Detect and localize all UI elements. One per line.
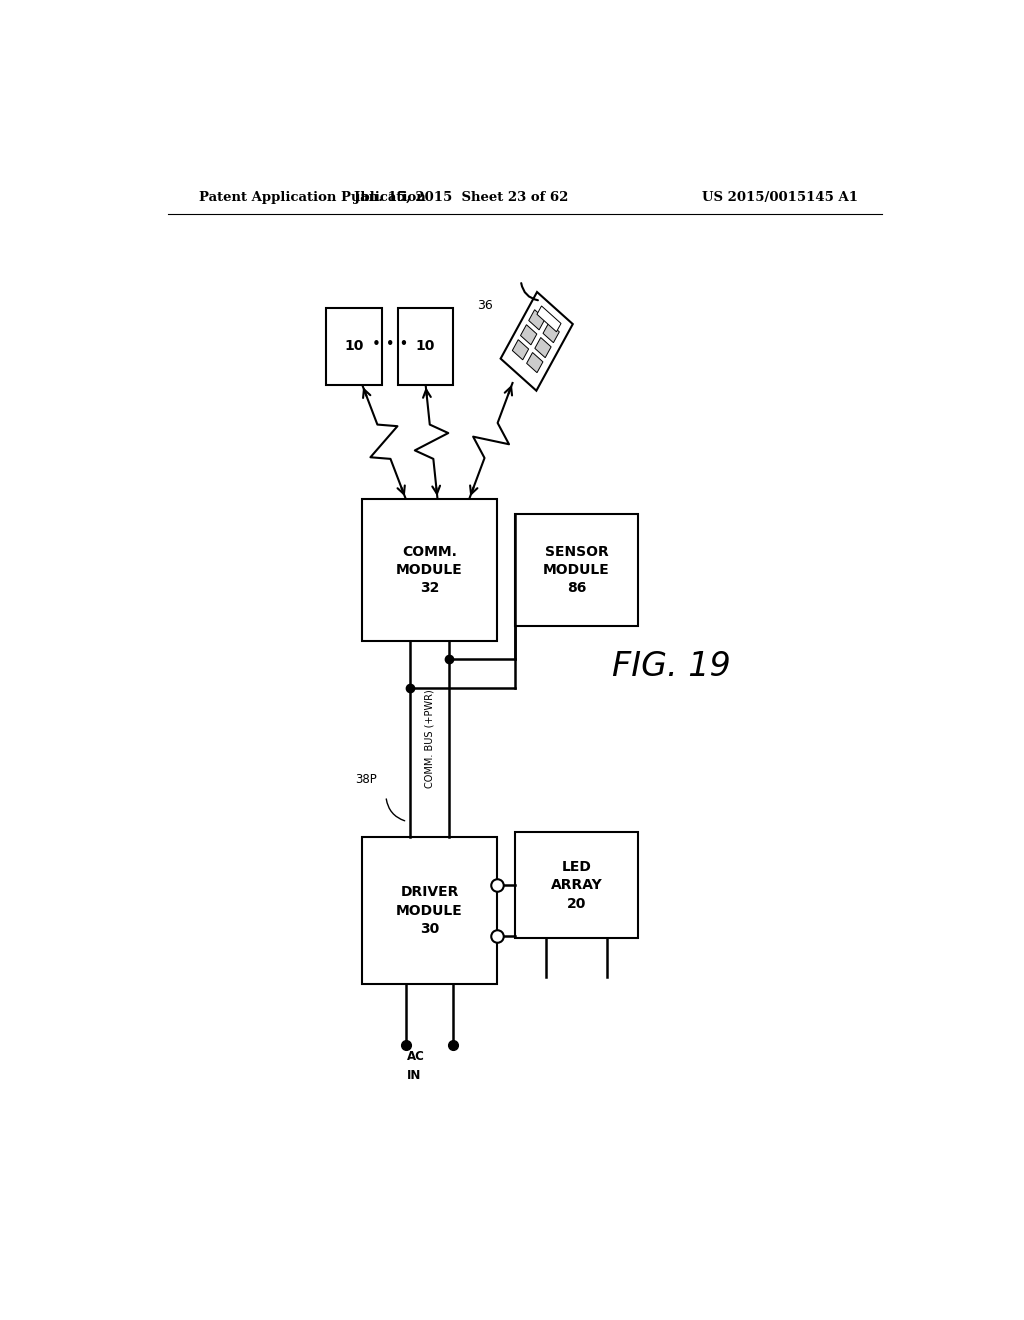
- Bar: [397, 309, 454, 384]
- Text: LED
ARRAY
20: LED ARRAY 20: [551, 859, 602, 911]
- Text: Jan. 15, 2015  Sheet 23 of 62: Jan. 15, 2015 Sheet 23 of 62: [354, 190, 568, 203]
- Text: 36: 36: [477, 300, 493, 313]
- Text: 10: 10: [416, 339, 435, 354]
- Text: DRIVER
MODULE
30: DRIVER MODULE 30: [396, 886, 463, 936]
- Text: IN: IN: [408, 1069, 422, 1081]
- Text: FIG. 19: FIG. 19: [612, 651, 731, 684]
- Bar: [528, 310, 545, 330]
- Bar: [362, 499, 497, 642]
- Text: • • •: • • •: [372, 337, 409, 352]
- Bar: [512, 339, 528, 360]
- Bar: [537, 306, 561, 331]
- Bar: [543, 322, 559, 343]
- Bar: [520, 325, 537, 345]
- Text: 38P: 38P: [355, 774, 377, 785]
- Bar: [526, 352, 543, 372]
- Bar: [515, 832, 638, 939]
- Bar: [327, 309, 382, 384]
- Bar: [362, 837, 497, 985]
- Bar: [501, 292, 572, 391]
- Bar: [515, 515, 638, 626]
- Text: AC: AC: [408, 1051, 425, 1064]
- Text: US 2015/0015145 A1: US 2015/0015145 A1: [702, 190, 858, 203]
- Text: COMM. BUS (+PWR): COMM. BUS (+PWR): [425, 689, 434, 788]
- Text: SENSOR
MODULE
86: SENSOR MODULE 86: [543, 545, 609, 595]
- Text: 10: 10: [344, 339, 364, 354]
- Text: Patent Application Publication: Patent Application Publication: [200, 190, 426, 203]
- Bar: [535, 338, 551, 358]
- Text: COMM.
MODULE
32: COMM. MODULE 32: [396, 545, 463, 595]
